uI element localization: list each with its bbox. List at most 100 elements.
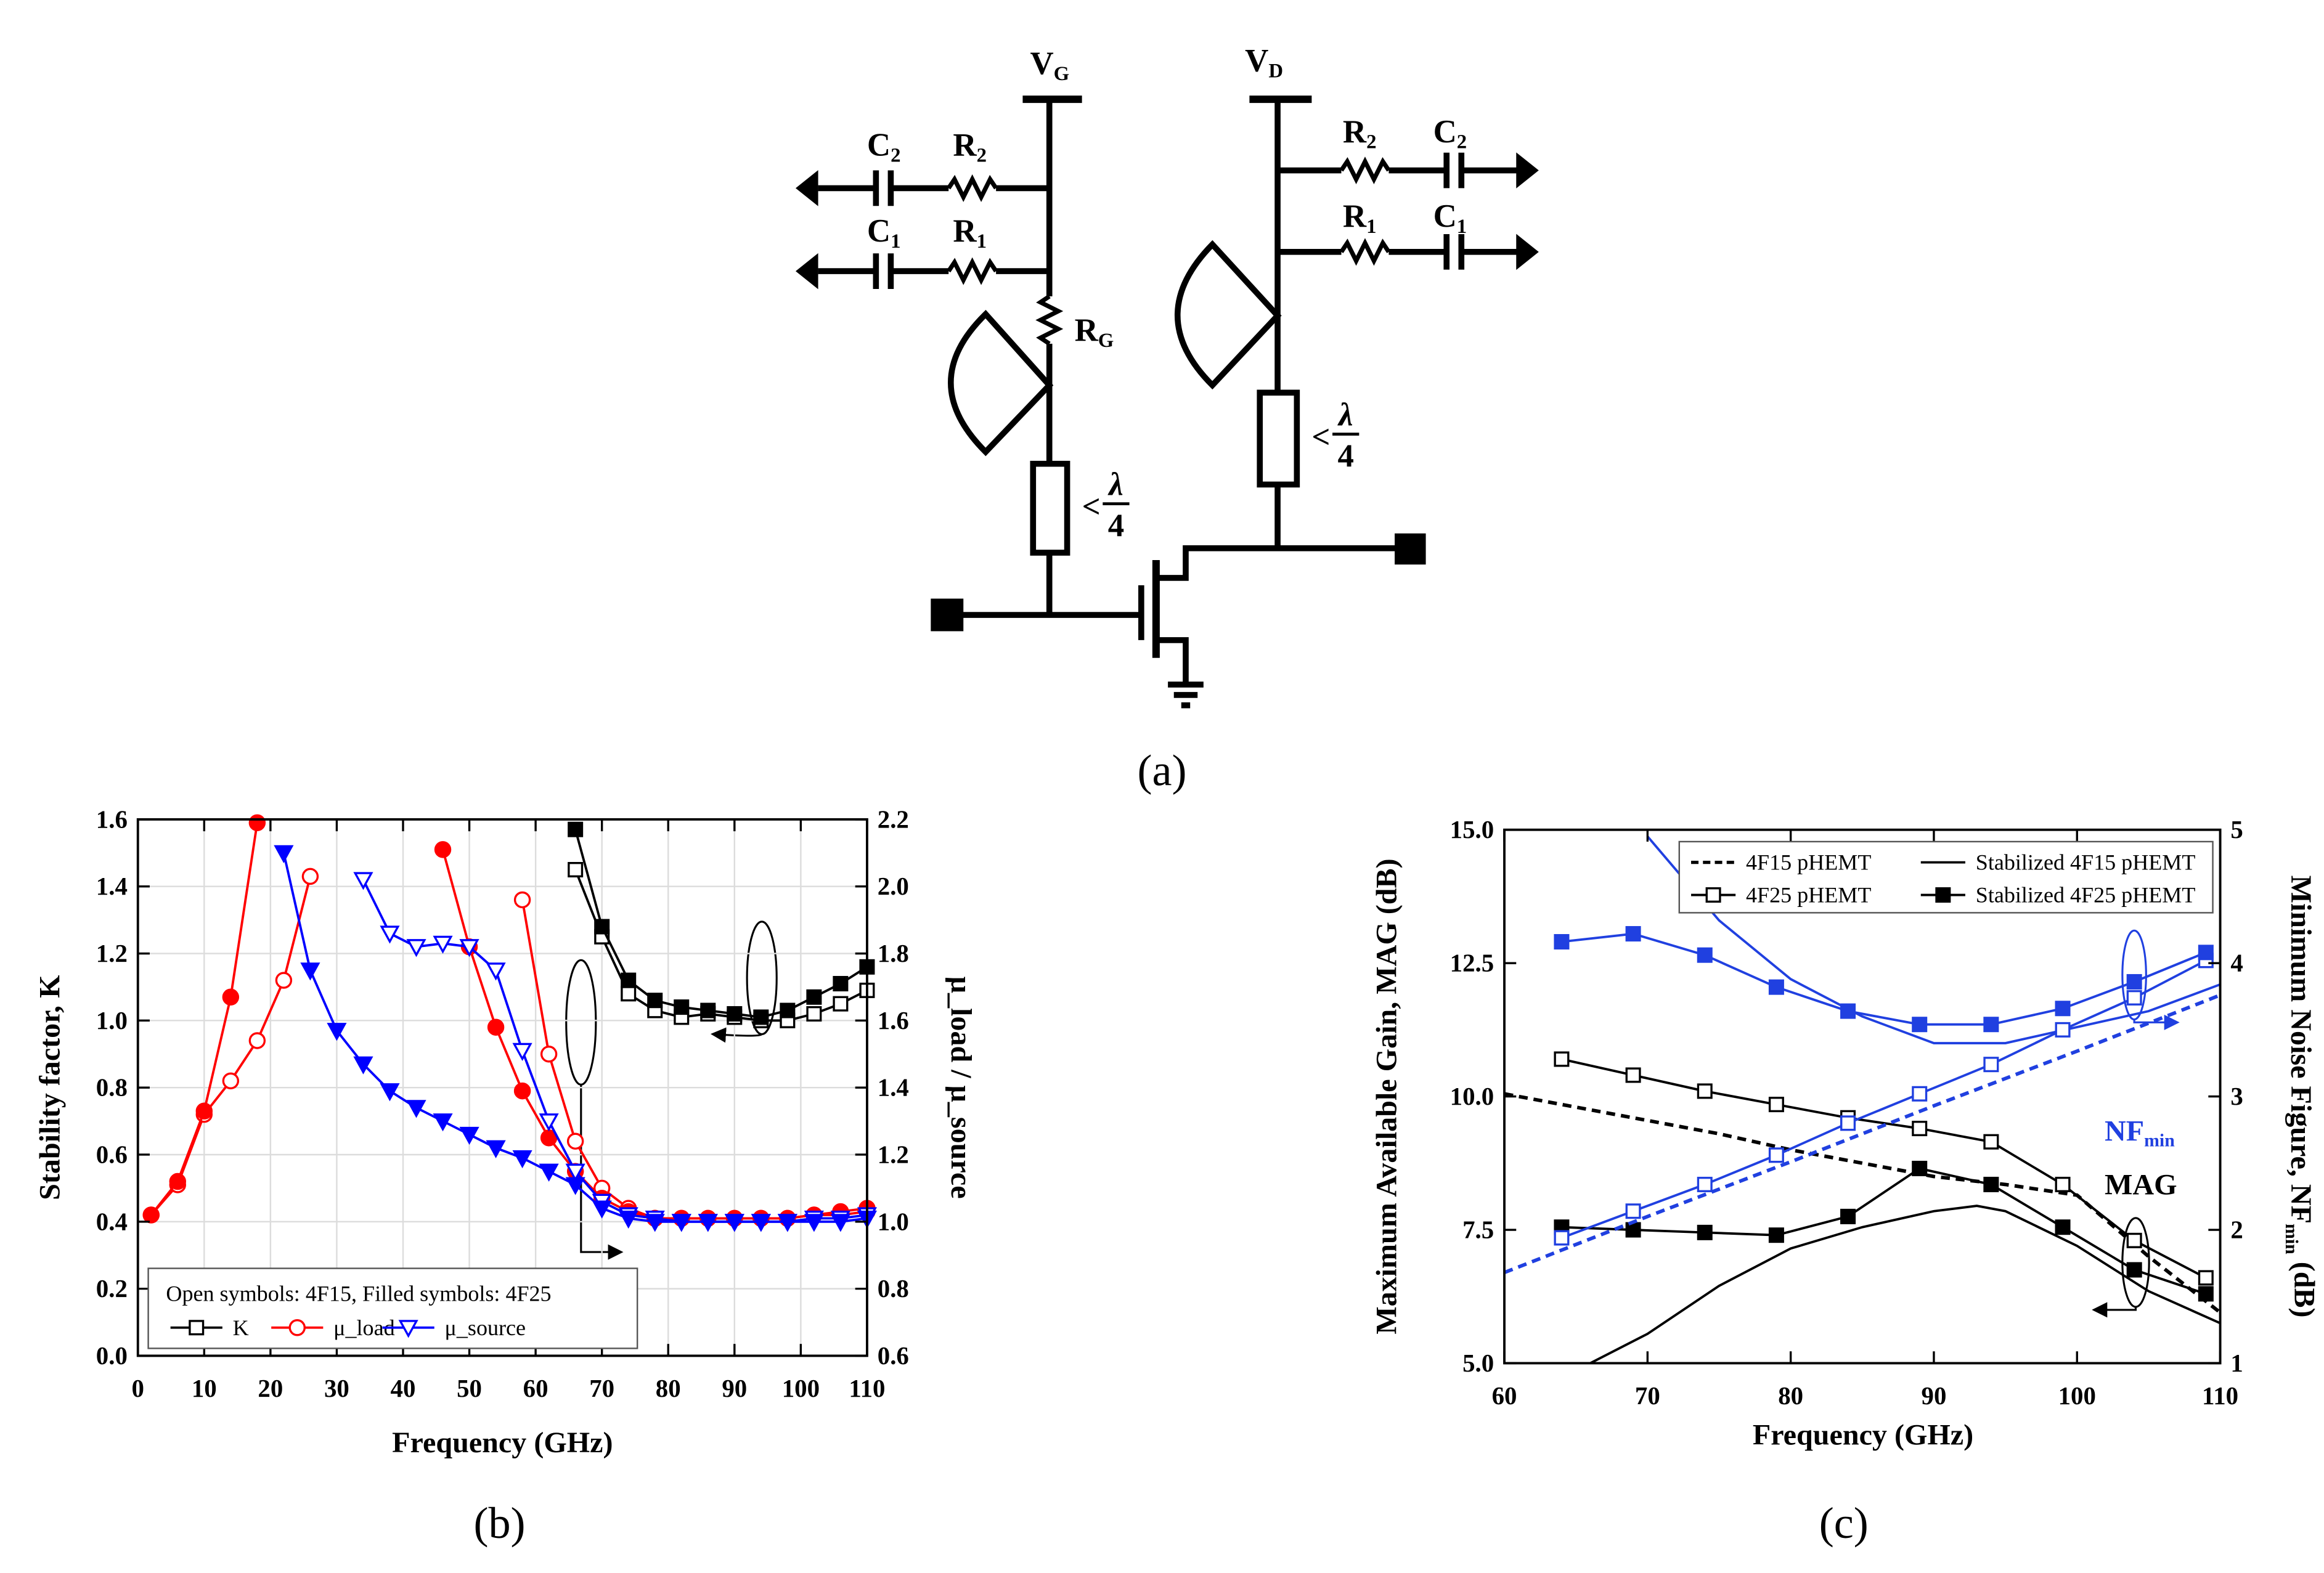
label-part: NF: [2105, 1115, 2144, 1148]
ellipse: [565, 959, 597, 1086]
subscript: 1: [891, 230, 900, 253]
marker: [487, 1018, 505, 1036]
arrow: [580, 1084, 624, 1260]
port: [1395, 533, 1426, 565]
marker: [222, 988, 240, 1006]
marker: [1912, 1017, 1928, 1033]
marker: [2198, 1270, 2214, 1286]
subscript: min: [2144, 1131, 2175, 1151]
marker: [1912, 1086, 1928, 1102]
component-label: R1: [953, 213, 987, 253]
y-tick-label: 10.0: [1450, 1083, 1494, 1110]
marker: [300, 962, 320, 981]
marker: [698, 1214, 718, 1232]
resistor: [947, 174, 998, 202]
y-tick-label: 1.2: [96, 940, 128, 967]
x-tick-label: 90: [722, 1375, 747, 1402]
subscript: min: [2281, 1224, 2302, 1254]
marker: [804, 1214, 824, 1232]
component-label: C2: [1433, 114, 1467, 153]
panel-label: (c): [1819, 1498, 1869, 1548]
component-label: R1: [1343, 198, 1377, 238]
y-tick-label: 0.8: [96, 1074, 128, 1102]
marker: [1840, 1115, 1856, 1131]
marker: [513, 1082, 531, 1100]
marker: [540, 1046, 558, 1063]
component-label: R2: [1343, 114, 1377, 153]
marker: [806, 1006, 822, 1022]
line-length-label: <: [1082, 489, 1101, 524]
y-tick-label: 0.6: [96, 1140, 128, 1168]
y2-tick-label: 0.6: [878, 1342, 909, 1370]
marker: [539, 1113, 559, 1132]
transmission-line: [1030, 460, 1070, 556]
line-length-label: <: [1311, 419, 1330, 455]
y-tick-label: 1.4: [96, 872, 128, 900]
x-tick-label: 20: [258, 1375, 283, 1402]
x-axis-title: Frequency (GHz): [1753, 1419, 1973, 1452]
subscript: 1: [977, 230, 987, 253]
marker: [700, 1002, 716, 1018]
marker: [1697, 1224, 1713, 1240]
y2-tick-label: 2.2: [878, 805, 909, 833]
supply-label: VG: [1030, 46, 1069, 85]
marker: [724, 1214, 744, 1232]
marker: [2126, 1262, 2142, 1278]
marker: [288, 1319, 306, 1336]
x-tick-label: 70: [1635, 1382, 1660, 1410]
marker: [1983, 1017, 1999, 1033]
marker: [671, 1214, 691, 1232]
y2-tick-label: 5: [2230, 816, 2243, 843]
marker: [169, 1173, 186, 1190]
y-tick-label: 7.5: [1462, 1216, 1494, 1244]
marker: [806, 989, 822, 1005]
series-line: [1561, 1167, 2206, 1295]
marker: [2126, 973, 2142, 990]
y2-tick-label: 3: [2230, 1083, 2243, 1110]
marker: [189, 1320, 205, 1336]
marker: [301, 868, 319, 885]
x-tick-label: 60: [523, 1375, 548, 1402]
resistor: [1339, 156, 1391, 185]
marker: [565, 1163, 585, 1182]
series-line: [1504, 993, 2220, 1274]
series-line: [362, 879, 867, 1223]
marker: [512, 1043, 532, 1062]
marker: [434, 841, 452, 858]
component-label: C1: [1433, 198, 1467, 238]
marker: [568, 861, 584, 878]
marker: [406, 1100, 426, 1118]
y-tick-label: 1.6: [96, 805, 128, 833]
marker: [1768, 979, 1784, 995]
component-label: RG: [1075, 312, 1114, 352]
marker: [1983, 1134, 1999, 1150]
y-axis-title: Maximum Available Gain, MAG (dB): [1370, 858, 1403, 1334]
marker: [568, 821, 584, 837]
subscript: D: [1268, 60, 1283, 82]
marker: [433, 935, 453, 954]
resistor: [1035, 294, 1064, 346]
marker: [248, 814, 266, 832]
x-tick-label: 40: [391, 1375, 416, 1402]
radial-stub: [948, 309, 1054, 457]
marker: [1697, 947, 1713, 963]
marker: [1625, 1067, 1641, 1083]
label-part: R: [1343, 198, 1367, 234]
marker: [1554, 1230, 1570, 1246]
y2-tick-label: 1.4: [878, 1074, 909, 1102]
transmission-line: [1257, 389, 1300, 488]
ground: [1516, 234, 1539, 270]
marker: [1840, 1003, 1856, 1019]
port: [931, 598, 964, 632]
resistor: [947, 257, 998, 285]
label-part: R: [1343, 114, 1367, 150]
marker: [380, 925, 400, 944]
marker: [486, 962, 506, 981]
line-length-label: 4: [1108, 508, 1124, 544]
marker: [539, 1163, 559, 1182]
marker: [674, 999, 690, 1015]
arrow: [2092, 1302, 2137, 1318]
marker: [621, 972, 637, 988]
